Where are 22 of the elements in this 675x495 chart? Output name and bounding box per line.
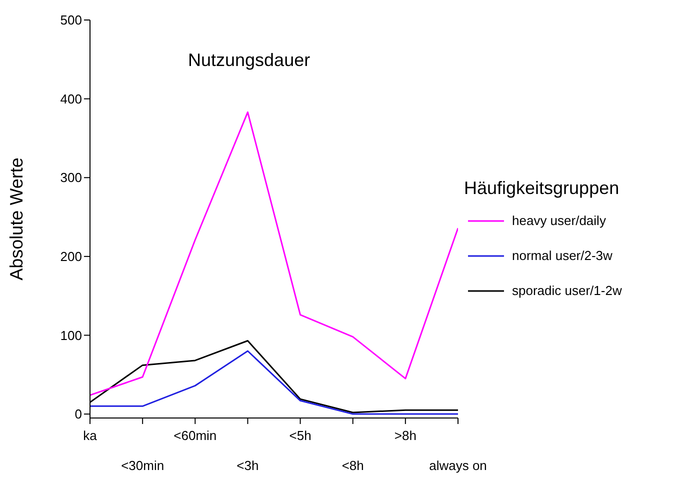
legend-label: heavy user/daily: [512, 213, 606, 228]
y-axis-title: Absolute Werte: [6, 158, 26, 280]
x-tick-label: <5h: [289, 428, 312, 443]
x-tick-label: >8h: [394, 428, 416, 443]
y-tick-label: 0: [74, 406, 82, 422]
x-tick-label: <3h: [236, 458, 259, 473]
x-tick-label: <30min: [121, 458, 164, 473]
y-tick-label: 500: [60, 12, 82, 28]
x-tick-label: always on: [429, 458, 487, 473]
legend-title: Häufigkeitsgruppen: [464, 178, 620, 199]
x-tick-label: <8h: [342, 458, 364, 473]
y-tick-label: 200: [60, 249, 82, 264]
line-series: [90, 350, 458, 415]
text: Nutzungsdauer: [188, 50, 310, 71]
x-tick-label: ka: [83, 428, 98, 443]
line-series: [90, 111, 458, 396]
x-tick-label: <60min: [174, 428, 217, 443]
legend-label: normal user/2-3w: [512, 248, 612, 263]
legend-label: sporadic user/1-2w: [512, 283, 622, 298]
y-tick-label: 100: [60, 328, 82, 343]
y-tick-label: 400: [60, 91, 82, 106]
y-tick-label: 300: [60, 170, 82, 186]
